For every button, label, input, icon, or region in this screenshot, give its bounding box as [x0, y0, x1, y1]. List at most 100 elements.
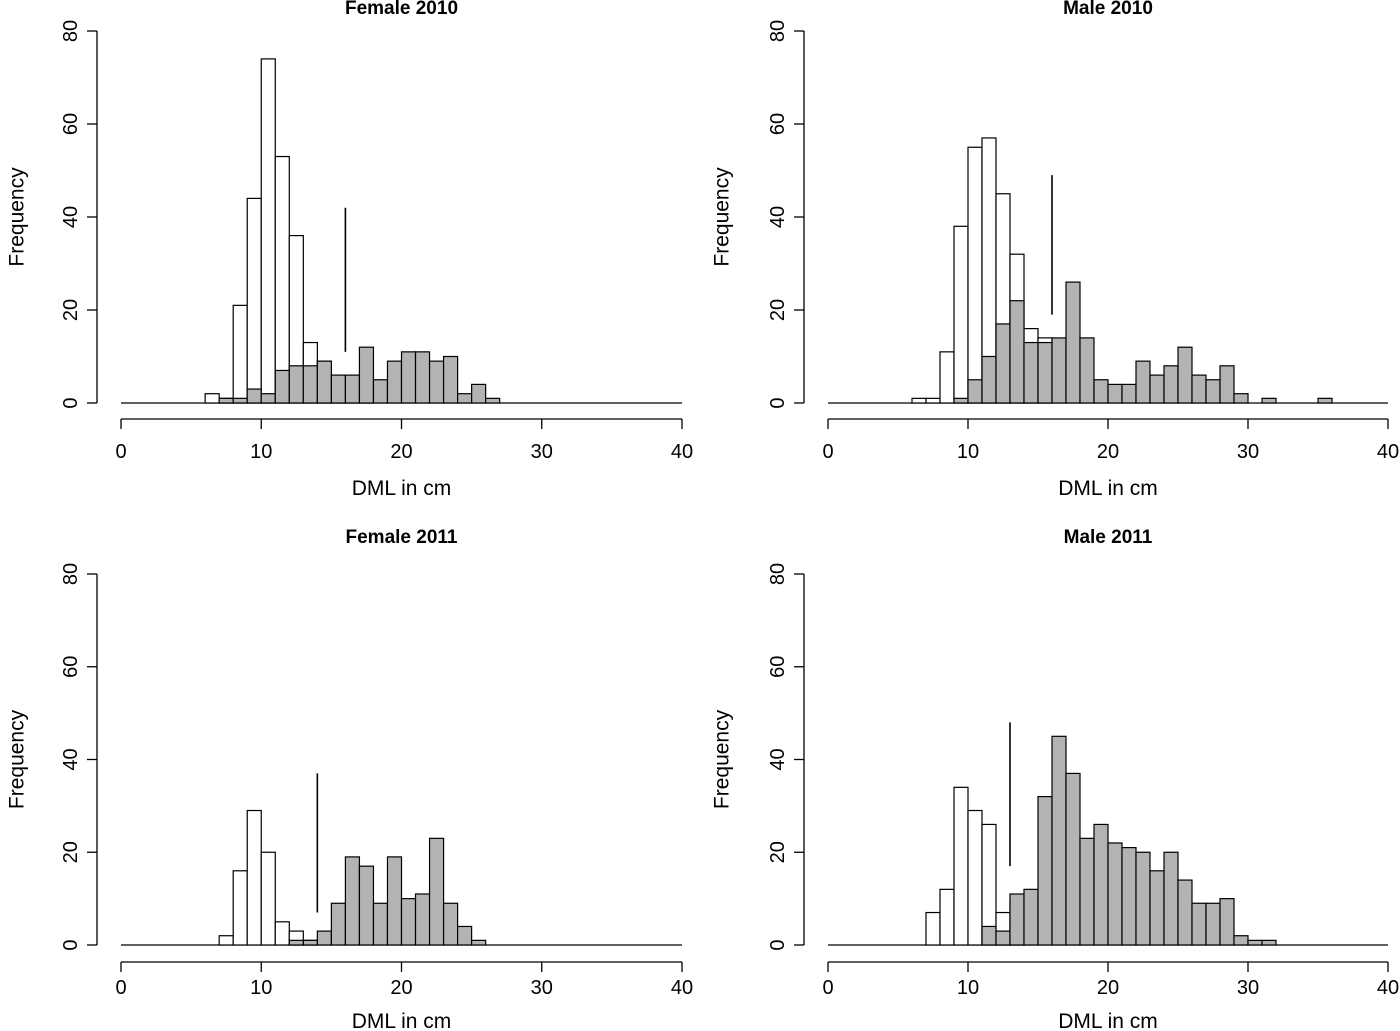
bar-mature [1009, 300, 1025, 404]
bar-mature [1135, 851, 1151, 946]
bar-mature [1051, 735, 1067, 946]
bar-mature [1191, 902, 1207, 946]
bar-mature [274, 369, 290, 404]
bar-immature [246, 809, 262, 946]
chart-title: Female 2010 [345, 0, 458, 19]
bar-mature [316, 930, 332, 946]
bar-mature [428, 360, 445, 404]
bar-mature [1219, 898, 1235, 946]
bar-mature [1247, 939, 1263, 946]
y-axis-label: Frequency [711, 167, 734, 267]
bar-mature [1079, 837, 1095, 946]
bar-mature [386, 856, 403, 946]
x-tick-label: 0 [822, 977, 833, 999]
y-tick-label: 40 [60, 748, 82, 770]
bar-mature [457, 925, 473, 946]
x-tick-label: 30 [1237, 977, 1259, 999]
x-tick-label: 20 [390, 441, 412, 463]
bar-mature [1191, 374, 1207, 404]
bar-mature [1079, 337, 1095, 404]
x-tick-label: 30 [531, 977, 553, 999]
bar-mature [995, 930, 1011, 946]
bar-mature [218, 397, 234, 404]
y-axis-label: Frequency [711, 709, 734, 809]
bar-immature [260, 58, 276, 404]
bar-immature [953, 786, 969, 946]
x-tick-label: 20 [390, 977, 412, 999]
bar-immature [260, 851, 276, 946]
bar-mature [288, 365, 304, 404]
bar-mature [1163, 365, 1179, 404]
chart-title: Female 2011 [346, 527, 458, 548]
bar-mature [1205, 379, 1221, 404]
bar-immature [967, 146, 983, 404]
bar-mature [1037, 795, 1053, 946]
bar-mature [316, 360, 332, 404]
bar-mature [302, 939, 318, 946]
x-tick-label: 0 [115, 977, 126, 999]
y-tick-label: 80 [60, 563, 82, 585]
bar-mature [1065, 281, 1081, 404]
x-tick-label: 40 [671, 441, 693, 463]
bar-mature [372, 902, 389, 946]
bar-mature [1121, 383, 1137, 404]
bar-mature [414, 351, 431, 404]
bar-immature [274, 921, 290, 946]
bar-mature [302, 365, 318, 404]
chart-panel-1: Male 2010 0 10 20 30 40 DML in cm 0 20 40 60 80 Freq… [711, 0, 1400, 500]
bar-mature [471, 939, 487, 946]
bar-mature [344, 374, 361, 404]
bar-mature [1107, 383, 1123, 404]
y-tick-label: 60 [60, 113, 82, 135]
bar-mature [1177, 346, 1193, 404]
bar-mature [995, 323, 1011, 404]
bar-immature [939, 351, 955, 404]
bar-mature [1093, 823, 1109, 946]
bar-immature [218, 935, 234, 946]
bar-mature [400, 351, 417, 404]
bar-mature [288, 939, 304, 946]
bar-mature [358, 865, 375, 946]
bar-immature [967, 809, 983, 946]
x-tick-label: 10 [250, 441, 272, 463]
x-axis-label: DML in cm [352, 1010, 452, 1031]
bar-mature [1009, 893, 1025, 946]
bar-immature [911, 397, 927, 404]
x-tick-label: 30 [531, 441, 553, 463]
bar-mature [386, 360, 403, 404]
chart-panel-0: Female 2010 0 10 20 30 40 DML in cm 0 20 40 60 80 Fr… [6, 0, 694, 500]
y-tick-label: 40 [767, 748, 789, 770]
bar-mature [1163, 851, 1179, 946]
y-tick-label: 80 [60, 20, 82, 42]
bar-mature [1051, 337, 1067, 404]
x-tick-label: 30 [1237, 441, 1259, 463]
bar-mature [1135, 360, 1151, 404]
bar-mature [358, 346, 375, 404]
x-tick-label: 20 [1097, 441, 1119, 463]
y-tick-label: 40 [767, 206, 789, 228]
bar-mature [1205, 902, 1221, 946]
y-tick-label: 40 [60, 206, 82, 228]
x-tick-label: 0 [822, 441, 833, 463]
y-tick-label: 20 [767, 299, 789, 321]
x-tick-label: 10 [957, 441, 979, 463]
bar-mature [981, 355, 997, 404]
y-tick-label: 20 [767, 841, 789, 863]
chart-title: Male 2010 [1063, 0, 1153, 19]
y-axis-label: Frequency [6, 709, 29, 809]
x-tick-label: 40 [671, 977, 693, 999]
bar-mature [485, 397, 501, 404]
bar-immature [204, 393, 220, 404]
chart-panel-2: Female 2011 0 10 20 30 40 DML in cm 0 20 40 60 80 Fr… [6, 527, 694, 1031]
bar-mature [260, 393, 276, 404]
y-tick-label: 0 [767, 397, 789, 408]
bar-mature [471, 383, 487, 404]
x-tick-label: 10 [957, 977, 979, 999]
x-tick-label: 40 [1377, 441, 1399, 463]
bar-mature [1219, 365, 1235, 404]
bar-mature [1107, 842, 1123, 946]
y-tick-label: 0 [767, 939, 789, 950]
bar-mature [1149, 870, 1165, 946]
bar-mature [1233, 393, 1249, 404]
